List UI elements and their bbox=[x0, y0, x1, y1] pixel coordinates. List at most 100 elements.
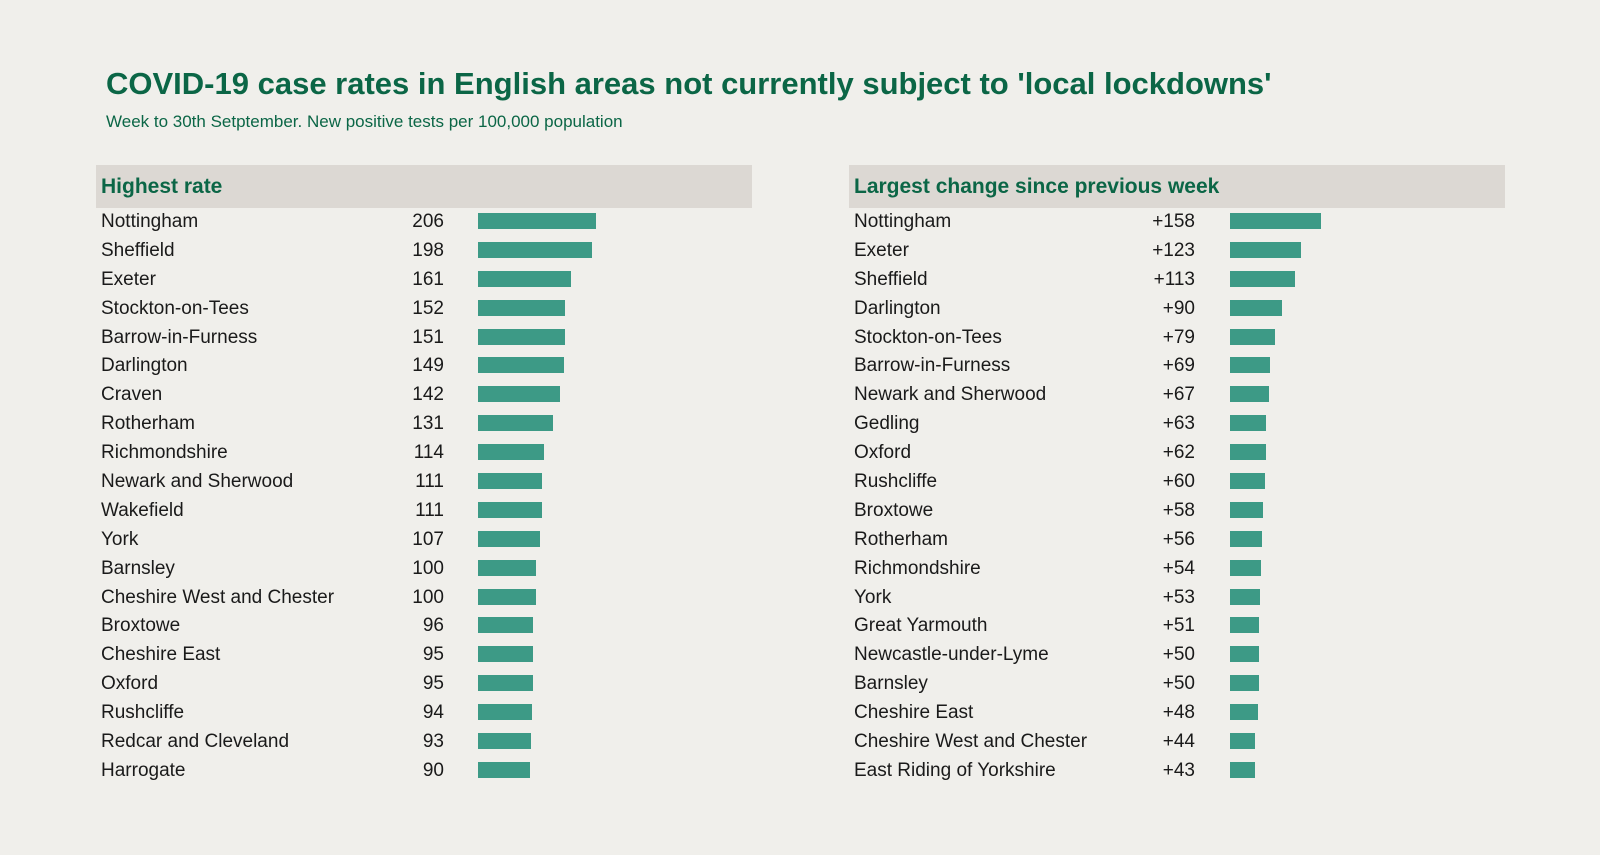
data-label: +60 bbox=[1162, 471, 1195, 493]
rows: Nottingham +158 Exeter +123 Sheffield +113 Dar… bbox=[849, 208, 1505, 786]
bar bbox=[1230, 270, 1295, 287]
bar-row: Barrow-in-Furness 151 bbox=[96, 324, 752, 353]
data-label: +158 bbox=[1152, 211, 1195, 232]
bar-row: Rotherham +56 bbox=[849, 526, 1505, 555]
data-label: +62 bbox=[1162, 442, 1195, 464]
bar-row: York 107 bbox=[96, 526, 752, 555]
data-label: +44 bbox=[1162, 731, 1195, 753]
category-label: Newcastle-under-Lyme bbox=[854, 644, 1049, 666]
bar-row: Cheshire East +48 bbox=[849, 699, 1505, 728]
data-label: 198 bbox=[412, 239, 444, 261]
bar bbox=[478, 675, 533, 692]
category-label: Exeter bbox=[101, 268, 156, 290]
bar bbox=[478, 559, 536, 576]
bar-row: Richmondshire 114 bbox=[96, 439, 752, 468]
category-label: Cheshire East bbox=[854, 702, 974, 724]
data-label: 142 bbox=[412, 384, 444, 406]
data-label: 111 bbox=[415, 471, 444, 493]
bar-row: Stockton-on-Tees 152 bbox=[96, 295, 752, 324]
category-label: Craven bbox=[101, 384, 163, 406]
data-label: 90 bbox=[422, 759, 444, 781]
bar-row: Darlington +90 bbox=[849, 295, 1505, 324]
bar bbox=[478, 733, 532, 750]
category-label: Gedling bbox=[854, 413, 920, 435]
bar bbox=[1230, 386, 1269, 403]
largest-change-panel: Largest change since previous week Notti… bbox=[849, 165, 1505, 786]
category-label: York bbox=[101, 528, 139, 550]
data-label: 161 bbox=[412, 268, 444, 290]
bar-row: Sheffield +113 bbox=[849, 266, 1505, 295]
category-label: Oxford bbox=[101, 673, 159, 695]
data-label: +67 bbox=[1162, 384, 1195, 406]
category-label: Rotherham bbox=[854, 528, 948, 550]
bar-row: Stockton-on-Tees +79 bbox=[849, 324, 1505, 353]
category-label: Sheffield bbox=[854, 268, 928, 290]
category-label: Rushcliffe bbox=[854, 471, 938, 493]
data-label: 114 bbox=[413, 442, 444, 464]
bar-row: Cheshire East 95 bbox=[96, 641, 752, 670]
category-label: Oxford bbox=[854, 442, 912, 464]
bar-row: Richmondshire +54 bbox=[849, 555, 1505, 584]
data-label: +53 bbox=[1162, 586, 1195, 608]
bar bbox=[478, 444, 544, 461]
category-label: Richmondshire bbox=[101, 442, 228, 464]
bar bbox=[1230, 646, 1259, 663]
bar-row: Broxtowe +58 bbox=[849, 497, 1505, 526]
bar bbox=[1230, 530, 1263, 547]
bar bbox=[1230, 501, 1264, 518]
category-label: Barnsley bbox=[101, 557, 175, 579]
bar bbox=[478, 646, 533, 663]
data-label: 100 bbox=[412, 586, 444, 608]
data-label: 95 bbox=[422, 644, 444, 666]
bar bbox=[1230, 559, 1262, 576]
category-label: Nottingham bbox=[854, 211, 952, 232]
category-label: Rotherham bbox=[101, 413, 195, 435]
bar-row: Newark and Sherwood +67 bbox=[849, 381, 1505, 410]
bar bbox=[1230, 675, 1259, 692]
bar bbox=[478, 530, 540, 547]
category-label: Wakefield bbox=[101, 499, 184, 521]
data-label: +113 bbox=[1153, 268, 1195, 290]
bar-row: Oxford 95 bbox=[96, 670, 752, 699]
bar bbox=[1230, 328, 1276, 345]
bar bbox=[478, 588, 536, 605]
data-label: 107 bbox=[412, 528, 444, 550]
data-label: +48 bbox=[1162, 702, 1195, 724]
chart-subtitle: Week to 30th Setptember. New positive te… bbox=[106, 112, 623, 131]
data-label: +58 bbox=[1162, 499, 1195, 521]
category-label: Darlington bbox=[854, 297, 941, 319]
data-label: +50 bbox=[1162, 673, 1195, 695]
data-label: 111 bbox=[415, 499, 444, 521]
category-label: Darlington bbox=[101, 355, 188, 377]
category-label: Harrogate bbox=[101, 759, 186, 781]
data-label: +123 bbox=[1152, 239, 1195, 261]
bar-row: Darlington 149 bbox=[96, 352, 752, 381]
bar-row: Barrow-in-Furness +69 bbox=[849, 352, 1505, 381]
bar-row: Barnsley 100 bbox=[96, 555, 752, 584]
bar-row: Gedling +63 bbox=[849, 410, 1505, 439]
panel-header-highest-rate: Highest rate bbox=[96, 165, 752, 208]
bar-row: Harrogate 90 bbox=[96, 757, 752, 786]
data-label: 95 bbox=[422, 673, 444, 695]
bar bbox=[478, 213, 597, 229]
bar-row: York +53 bbox=[849, 584, 1505, 613]
bar bbox=[478, 386, 560, 403]
bar bbox=[1230, 415, 1267, 432]
bar-row: Great Yarmouth +51 bbox=[849, 612, 1505, 641]
bar bbox=[1230, 213, 1321, 229]
data-label: +56 bbox=[1162, 528, 1195, 550]
data-label: +50 bbox=[1162, 644, 1195, 666]
category-label: Barrow-in-Furness bbox=[101, 326, 258, 348]
bar bbox=[1230, 299, 1282, 316]
bar bbox=[1230, 444, 1266, 461]
bar-row: Cheshire West and Chester +44 bbox=[849, 728, 1505, 757]
category-label: Great Yarmouth bbox=[854, 615, 988, 637]
data-label: +90 bbox=[1162, 297, 1195, 319]
bar bbox=[478, 241, 592, 258]
bar-row: Sheffield 198 bbox=[96, 237, 752, 266]
bar bbox=[478, 270, 571, 287]
bar-row: Barnsley +50 bbox=[849, 670, 1505, 699]
category-label: Cheshire East bbox=[101, 644, 221, 666]
bar-row: Exeter +123 bbox=[849, 237, 1505, 266]
bar-row: Broxtowe 96 bbox=[96, 612, 752, 641]
